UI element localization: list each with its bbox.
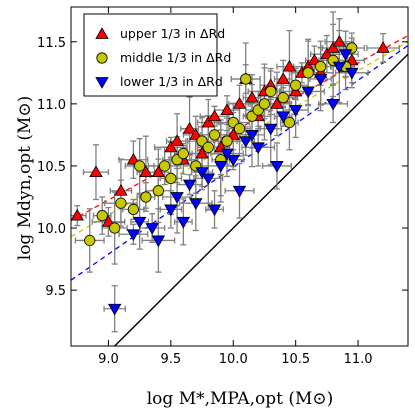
plot-area: [71, 11, 408, 346]
data-point-series-0: [170, 134, 184, 147]
data-point-series-0: [376, 41, 390, 53]
y-tick-label: 10.5: [37, 160, 66, 175]
legend: upper 1/3 in ΔRd middle 1/3 in ΔRd lower…: [83, 13, 231, 97]
data-point-series-2: [232, 185, 247, 198]
data-point-series-1: [208, 129, 221, 141]
data-point-series-2: [332, 61, 347, 74]
x-tick-label: 11.0: [344, 352, 373, 367]
y-tick-label: 11.5: [37, 36, 66, 51]
data-point-series-1: [165, 172, 177, 184]
data-point-series-1: [258, 98, 271, 110]
x-tick-label: 9.5: [161, 352, 182, 367]
y-tick-label: 9.5: [45, 284, 66, 299]
legend-label-lower: lower 1/3 in ΔRd: [120, 74, 223, 89]
data-point-series-1: [84, 234, 96, 247]
data-point-series-1: [96, 210, 108, 222]
data-point-series-0: [276, 72, 290, 84]
data-point-series-2: [220, 148, 234, 161]
data-point-series-1: [159, 160, 171, 172]
data-point-series-0: [245, 90, 259, 103]
data-point-series-2: [214, 161, 228, 173]
data-point-series-0: [207, 109, 222, 122]
data-point-series-0: [151, 165, 166, 178]
data-point-series-1: [115, 197, 127, 209]
data-point-series-1: [202, 141, 214, 153]
data-point-series-1: [177, 147, 189, 160]
data-point-series-0: [201, 115, 215, 128]
data-point-series-2: [264, 123, 278, 136]
data-point-series-2: [151, 235, 166, 248]
data-point-series-1: [134, 160, 146, 172]
legend-label-middle: middle 1/3 in ΔRd: [120, 50, 231, 65]
data-point-series-1: [233, 123, 246, 135]
data-point-series-0: [71, 208, 84, 221]
data-point-series-0: [114, 183, 128, 196]
legend-markers: [95, 27, 109, 89]
data-point-series-0: [326, 41, 340, 53]
legend-marker-2: [95, 77, 109, 89]
error-bar: [159, 190, 183, 229]
data-point-series-1: [283, 116, 296, 129]
data-point-series-2: [276, 111, 290, 124]
data-point-series-0: [232, 97, 247, 109]
data-point-series-2: [126, 229, 141, 242]
data-point-series-2: [270, 161, 284, 173]
data-point-series-2: [132, 216, 147, 229]
data-point-series-2: [195, 167, 209, 179]
data-point-series-0: [89, 165, 103, 178]
data-point-series-1: [265, 85, 277, 98]
data-point-series-2: [145, 223, 159, 235]
data-point-series-1: [290, 79, 302, 91]
x-tick-label: 9.0: [98, 352, 119, 367]
data-point-series-2: [189, 198, 203, 211]
legend-marker-0: [95, 27, 109, 39]
data-point-series-0: [139, 165, 153, 178]
data-point-series-2: [345, 67, 359, 80]
x-axis-label: log M*,MPA,opt (M⊙): [147, 389, 334, 409]
data-point-series-1: [127, 203, 140, 216]
data-point-series-1: [277, 92, 289, 104]
data-point-series-2: [338, 49, 353, 61]
data-point-series-2: [239, 136, 253, 148]
data-point-series-0: [164, 140, 178, 153]
x-tick-label: 10.0: [219, 352, 248, 367]
axis-ticks: 9.0 9.5 10.0 10.5 11.0 9.5 10.0 10.5 11.0 11.5: [37, 7, 408, 367]
data-point-series-1: [140, 191, 152, 203]
data-point-series-2: [164, 204, 178, 217]
data-point-series-0: [270, 97, 284, 109]
data-point-series-2: [201, 173, 215, 186]
one-to-one-line: [113, 53, 408, 346]
data-point-series-0: [282, 59, 297, 72]
data-point-series-1: [315, 61, 327, 73]
plot-frame: [70, 6, 409, 347]
y-axis-label: log Mdyn,opt (M⊙): [15, 96, 35, 260]
y-tick-label: 11.0: [37, 98, 66, 113]
data-point-series-2: [207, 204, 222, 217]
data-point-series-2: [313, 74, 328, 86]
x-tick-label: 10.5: [281, 352, 310, 367]
data-point-series-0: [182, 121, 197, 134]
legend-marker-1: [96, 52, 108, 64]
data-point-series-0: [332, 34, 347, 47]
data-point-series-2: [107, 303, 122, 316]
data-point-series-2: [326, 98, 340, 111]
data-point-series-0: [195, 146, 209, 159]
data-point-series-2: [226, 154, 240, 167]
data-point-series-2: [182, 179, 197, 192]
legend-label-upper: upper 1/3 in ΔRd: [120, 26, 225, 41]
data-point-series-0: [220, 103, 234, 115]
y-tick-label: 10.0: [37, 222, 66, 237]
data-point-series-2: [251, 142, 265, 155]
data-point-series-1: [221, 135, 233, 147]
data-point-series-2: [176, 216, 191, 229]
data-point-series-1: [240, 73, 252, 85]
data-point-series-2: [245, 130, 259, 142]
data-point-series-2: [170, 192, 184, 204]
data-point-series-2: [288, 105, 303, 117]
data-point-series-1: [302, 67, 314, 79]
data-point-series-1: [109, 222, 121, 234]
data-point-series-1: [152, 185, 164, 197]
data-point-series-2: [301, 86, 315, 99]
